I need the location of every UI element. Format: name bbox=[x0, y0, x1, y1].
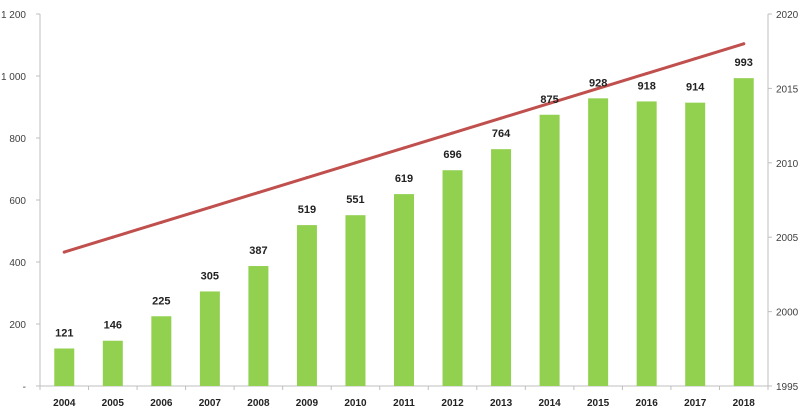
bar-data-label: 146 bbox=[104, 320, 122, 332]
bar-data-label: 619 bbox=[395, 173, 413, 185]
line-point bbox=[693, 57, 697, 61]
axes: - 200 400 600 800 1 000 1 200 1995 2000 2005 2010 2… bbox=[1, 10, 799, 409]
bar-data-label: 696 bbox=[443, 149, 461, 161]
x-tick-label: 2010 bbox=[344, 398, 367, 409]
bar bbox=[636, 101, 657, 387]
line-point bbox=[353, 161, 357, 165]
line-point bbox=[62, 250, 66, 254]
y-tick-label-left: 400 bbox=[9, 258, 26, 269]
y-tick-label-right: 2020 bbox=[776, 10, 799, 21]
bar bbox=[54, 348, 75, 386]
data-labels: 121 146 225 305 387 519 551 619 696 764 875 928 918 9… bbox=[55, 57, 753, 339]
bar bbox=[491, 149, 512, 386]
x-tick-label: 2016 bbox=[636, 398, 659, 409]
line-point bbox=[159, 220, 163, 224]
y-tick-label-right: 2015 bbox=[776, 84, 799, 95]
bar bbox=[733, 78, 754, 387]
line-point bbox=[645, 72, 649, 76]
x-tick-label: 2008 bbox=[247, 398, 270, 409]
x-tick-label: 2011 bbox=[393, 398, 415, 409]
bar bbox=[539, 114, 560, 386]
bar-series bbox=[54, 78, 754, 387]
bar-data-label: 914 bbox=[686, 82, 705, 94]
y-tick-label-right: 2005 bbox=[776, 233, 799, 244]
bar-data-label: 875 bbox=[540, 94, 558, 106]
bar bbox=[394, 194, 414, 386]
bar bbox=[199, 291, 220, 386]
x-tick-label: 2007 bbox=[199, 398, 222, 409]
bar bbox=[151, 316, 172, 386]
bar-data-label: 918 bbox=[637, 80, 655, 92]
bar bbox=[296, 225, 317, 386]
y-tick-label-left: 800 bbox=[9, 134, 26, 145]
line-point bbox=[305, 176, 309, 180]
bar-data-label: 551 bbox=[346, 194, 364, 206]
line-point bbox=[548, 101, 552, 105]
x-tick-label: 2006 bbox=[150, 398, 173, 409]
line-point bbox=[402, 146, 406, 150]
line-point bbox=[499, 116, 503, 120]
bar-data-label: 993 bbox=[735, 57, 753, 69]
bar-data-label: 928 bbox=[589, 77, 607, 89]
y-tick-label-left: 1 200 bbox=[1, 10, 26, 21]
x-tick-label: 2014 bbox=[538, 398, 561, 409]
x-tick-label: 2004 bbox=[53, 398, 76, 409]
bar-data-label: 121 bbox=[55, 327, 73, 339]
bar-data-label: 519 bbox=[298, 204, 316, 216]
y-tick-label-right: 2000 bbox=[776, 308, 799, 319]
x-tick-label: 2013 bbox=[490, 398, 513, 409]
line-series bbox=[62, 42, 746, 254]
y-tick-label-left: 600 bbox=[9, 196, 26, 207]
line-point bbox=[451, 131, 455, 135]
y-tick-label-left: 200 bbox=[9, 320, 26, 331]
line-point bbox=[596, 86, 600, 90]
bar bbox=[248, 266, 269, 386]
line-point bbox=[742, 42, 746, 46]
bar-data-label: 387 bbox=[249, 245, 267, 257]
bar-data-label: 305 bbox=[201, 270, 219, 282]
bar bbox=[685, 102, 706, 386]
line-point bbox=[256, 191, 260, 195]
x-tick-label: 2005 bbox=[102, 398, 125, 409]
x-tick-label: 2015 bbox=[587, 398, 610, 409]
bar bbox=[442, 170, 463, 386]
bar-data-label: 764 bbox=[492, 128, 511, 140]
y-tick-label-left: - bbox=[23, 382, 26, 393]
x-tick-label: 2012 bbox=[441, 398, 464, 409]
bar bbox=[345, 215, 366, 386]
y-tick-label-left: 1 000 bbox=[1, 72, 26, 83]
x-tick-label: 2018 bbox=[733, 398, 756, 409]
x-tick-label: 2009 bbox=[296, 398, 319, 409]
line-point bbox=[208, 205, 212, 209]
bar-data-label: 225 bbox=[152, 295, 170, 307]
bar bbox=[588, 98, 609, 386]
y-tick-label-right: 2010 bbox=[776, 159, 799, 170]
x-tick-label: 2017 bbox=[684, 398, 707, 409]
y-tick-label-right: 1995 bbox=[776, 382, 799, 393]
bar bbox=[102, 340, 123, 386]
line-point bbox=[111, 235, 115, 239]
